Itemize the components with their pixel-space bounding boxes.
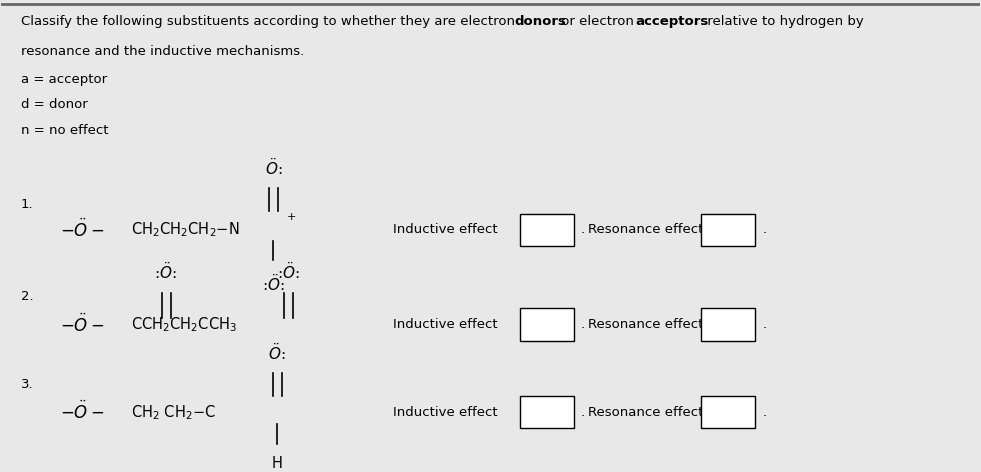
Text: .: . [762, 406, 766, 419]
Text: .: . [762, 223, 766, 236]
Text: .: . [581, 406, 585, 419]
Bar [520, 214, 574, 246]
Text: CH$_2$ CH$_2$$-$C: CH$_2$ CH$_2$$-$C [130, 403, 216, 421]
Text: $-\ddot{O}-$: $-\ddot{O}-$ [60, 401, 105, 423]
Text: .: . [581, 318, 585, 331]
Text: H: H [272, 455, 283, 471]
Bar [520, 396, 574, 429]
Text: Resonance effect: Resonance effect [589, 406, 703, 419]
Text: Inductive effect: Inductive effect [392, 223, 497, 236]
Bar [520, 308, 574, 341]
Text: 3.: 3. [21, 378, 33, 391]
Text: d = donor: d = donor [21, 98, 87, 111]
Text: $\ddot{O}$:: $\ddot{O}$: [269, 342, 286, 363]
Text: a = acceptor: a = acceptor [21, 73, 107, 86]
Text: acceptors: acceptors [636, 15, 708, 28]
Text: or electron: or electron [557, 15, 639, 28]
Text: :$\ddot{O}$:: :$\ddot{O}$: [154, 261, 178, 282]
Text: Inductive effect: Inductive effect [392, 318, 497, 331]
Text: +: + [287, 212, 296, 222]
Bar [700, 308, 754, 341]
Text: $-\ddot{O}-$: $-\ddot{O}-$ [60, 313, 105, 336]
Text: :$\ddot{O}$:: :$\ddot{O}$: [262, 272, 284, 294]
Text: CH$_2$CH$_2$CH$_2$$-$N: CH$_2$CH$_2$CH$_2$$-$N [130, 220, 239, 239]
Bar [700, 214, 754, 246]
Text: 1.: 1. [21, 198, 33, 211]
Text: Classify the following substituents according to whether they are electron: Classify the following substituents acco… [21, 15, 519, 28]
Text: $-\ddot{O}-$: $-\ddot{O}-$ [60, 219, 105, 241]
Text: donors: donors [514, 15, 566, 28]
Text: resonance and the inductive mechanisms.: resonance and the inductive mechanisms. [21, 45, 304, 58]
Text: 2.: 2. [21, 290, 33, 303]
Text: $\ddot{O}$:: $\ddot{O}$: [265, 157, 283, 178]
Text: .: . [581, 223, 585, 236]
Text: Resonance effect: Resonance effect [589, 223, 703, 236]
Text: CCH$_2$CH$_2$CCH$_3$: CCH$_2$CH$_2$CCH$_3$ [130, 315, 236, 334]
Text: .: . [762, 318, 766, 331]
Text: Resonance effect: Resonance effect [589, 318, 703, 331]
Text: Inductive effect: Inductive effect [392, 406, 497, 419]
Text: relative to hydrogen by: relative to hydrogen by [702, 15, 863, 28]
Bar [700, 396, 754, 429]
Text: :$\ddot{O}$:: :$\ddot{O}$: [277, 261, 299, 282]
Text: n = no effect: n = no effect [21, 124, 109, 137]
